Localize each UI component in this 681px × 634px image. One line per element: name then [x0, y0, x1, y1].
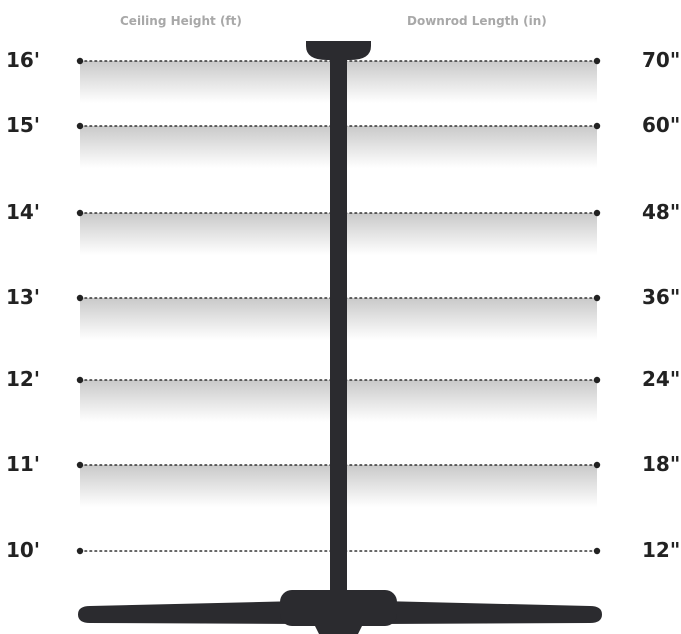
line-endpoint-dot [593, 294, 601, 302]
ceiling-height-label: 16' [6, 48, 40, 72]
downrod-length-header: Downrod Length (in) [407, 14, 547, 28]
ceiling-fan-icon [78, 41, 602, 634]
downrod-length-label: 18" [642, 452, 681, 476]
bottom-cap [313, 622, 364, 634]
line-endpoint-dot [593, 209, 601, 217]
downrod-length-label: 36" [642, 285, 681, 309]
fan-blade-right [380, 601, 602, 624]
canopy [306, 41, 371, 60]
ceiling-height-label: 10' [6, 538, 40, 562]
fan-blade-left [78, 601, 300, 624]
line-endpoint-dot [593, 376, 601, 384]
ceiling-height-label: 11' [6, 452, 40, 476]
ceiling-height-header: Ceiling Height (ft) [120, 14, 242, 28]
ceiling-height-label: 15' [6, 113, 40, 137]
line-endpoint-dot [76, 547, 84, 555]
downrod [330, 58, 347, 603]
line-endpoint-dot [593, 57, 601, 65]
dotted-lines [76, 57, 601, 555]
downrod-length-label: 12" [642, 538, 681, 562]
line-endpoint-dot [76, 122, 84, 130]
motor-housing [280, 590, 397, 626]
ceiling-height-label: 12' [6, 367, 40, 391]
line-endpoint-dot [76, 57, 84, 65]
downrod-length-label: 24" [642, 367, 681, 391]
downrod-length-label: 48" [642, 200, 681, 224]
downrod-length-label: 70" [642, 48, 681, 72]
ceiling-height-label: 13' [6, 285, 40, 309]
line-endpoint-dot [593, 122, 601, 130]
line-endpoint-dot [76, 461, 84, 469]
downrod-length-label: 60" [642, 113, 681, 137]
line-endpoint-dot [76, 209, 84, 217]
line-endpoint-dot [593, 461, 601, 469]
line-endpoint-dot [76, 294, 84, 302]
line-endpoint-dot [76, 376, 84, 384]
line-endpoint-dot [593, 547, 601, 555]
ceiling-height-label: 14' [6, 200, 40, 224]
